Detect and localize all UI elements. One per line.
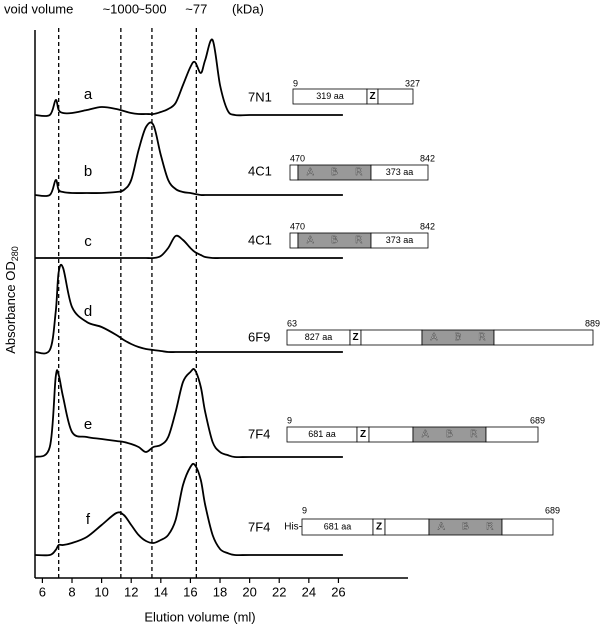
construct-domain: B — [331, 167, 338, 178]
construct-length: 319 aa — [316, 91, 344, 101]
construct-end: 842 — [420, 153, 435, 163]
construct-start: 470 — [290, 153, 305, 163]
construct-name: 6F9 — [248, 329, 270, 344]
construct-name: 7F4 — [248, 519, 270, 534]
construct-segment — [377, 88, 414, 105]
x-axis-label: Elution volume (ml) — [144, 609, 255, 624]
x-tick-label: 8 — [68, 584, 75, 599]
trace-label: f — [86, 511, 91, 528]
construct-end: 327 — [405, 78, 420, 88]
construct-domain: A — [307, 235, 314, 246]
trace-label: a — [84, 86, 93, 103]
construct-name: 4C1 — [248, 232, 272, 247]
construct-segment — [501, 518, 554, 536]
construct-domain: R — [470, 429, 477, 440]
marker-unit: (kDa) — [232, 1, 264, 16]
x-tick-label: 20 — [242, 584, 256, 599]
construct-start: 9 — [293, 78, 298, 88]
construct-domain: A — [438, 522, 445, 533]
construct-name: 4C1 — [248, 163, 272, 178]
x-tick-label: 16 — [183, 584, 197, 599]
marker-label: ~1000 — [103, 1, 140, 16]
construct-prefix: His- — [284, 522, 302, 533]
construct-domain: A — [307, 167, 314, 178]
x-tick-label: 14 — [154, 584, 168, 599]
x-tick-label: 18 — [213, 584, 227, 599]
construct-segment — [289, 164, 299, 181]
trace — [34, 462, 343, 557]
marker-label: ~77 — [185, 1, 207, 16]
trace — [34, 121, 343, 197]
construct-segment — [493, 329, 594, 346]
construct-motif: Z — [360, 429, 366, 440]
trace — [34, 263, 343, 355]
construct-start: 9 — [302, 505, 307, 515]
trace-label: b — [84, 163, 92, 180]
trace — [34, 234, 343, 260]
construct-motif: Z — [369, 91, 375, 102]
marker-label: void volume — [4, 1, 73, 16]
construct-length: 827 aa — [305, 332, 333, 342]
construct-start: 63 — [287, 318, 297, 328]
trace-label: c — [84, 233, 92, 250]
construct-start: 470 — [290, 221, 305, 231]
construct-segment — [360, 329, 423, 346]
y-axis-label: Absorbance OD280 — [3, 246, 20, 354]
construct-motif: Z — [376, 522, 382, 533]
trace-label: d — [84, 303, 92, 320]
construct-segment — [370, 164, 429, 181]
construct-end: 889 — [585, 318, 600, 328]
construct-segment — [289, 232, 299, 249]
construct-name: 7F4 — [248, 426, 270, 441]
y-axis-label-subscript: 280 — [10, 246, 20, 261]
trace-label: e — [84, 416, 92, 433]
x-tick-label: 24 — [302, 584, 316, 599]
construct-length: 681 aa — [324, 521, 352, 531]
x-tick-label: 12 — [124, 584, 138, 599]
construct-segment — [485, 426, 539, 443]
construct-name: 7N1 — [248, 89, 272, 104]
construct-motif: Z — [352, 332, 358, 343]
construct-domain: B — [462, 522, 469, 533]
trace — [34, 38, 343, 117]
x-tick-label: 26 — [331, 584, 345, 599]
construct-length: 373 aa — [386, 167, 414, 177]
construct-domain: R — [486, 522, 493, 533]
construct-domain: R — [355, 235, 362, 246]
construct-start: 9 — [287, 415, 292, 425]
construct-domain: B — [455, 332, 462, 343]
construct-end: 689 — [545, 505, 560, 515]
construct-domain: B — [446, 429, 453, 440]
construct-domain: R — [478, 332, 485, 343]
construct-segment — [384, 518, 430, 536]
construct-end: 689 — [530, 415, 545, 425]
construct-domain: R — [355, 167, 362, 178]
construct-length: 681 aa — [308, 429, 336, 439]
x-tick-label: 22 — [272, 584, 286, 599]
trace — [34, 368, 343, 459]
construct-domain: A — [431, 332, 438, 343]
construct-domain: A — [422, 429, 429, 440]
x-tick-label: 10 — [94, 584, 108, 599]
y-axis-label-text: Absorbance OD — [3, 261, 18, 354]
marker-label: ~500 — [137, 1, 166, 16]
construct-domain: B — [331, 235, 338, 246]
x-tick-label: 6 — [39, 584, 46, 599]
construct-length: 373 aa — [386, 235, 414, 245]
construct-end: 842 — [420, 221, 435, 231]
construct-segment — [368, 426, 414, 443]
construct-segment — [370, 232, 429, 249]
